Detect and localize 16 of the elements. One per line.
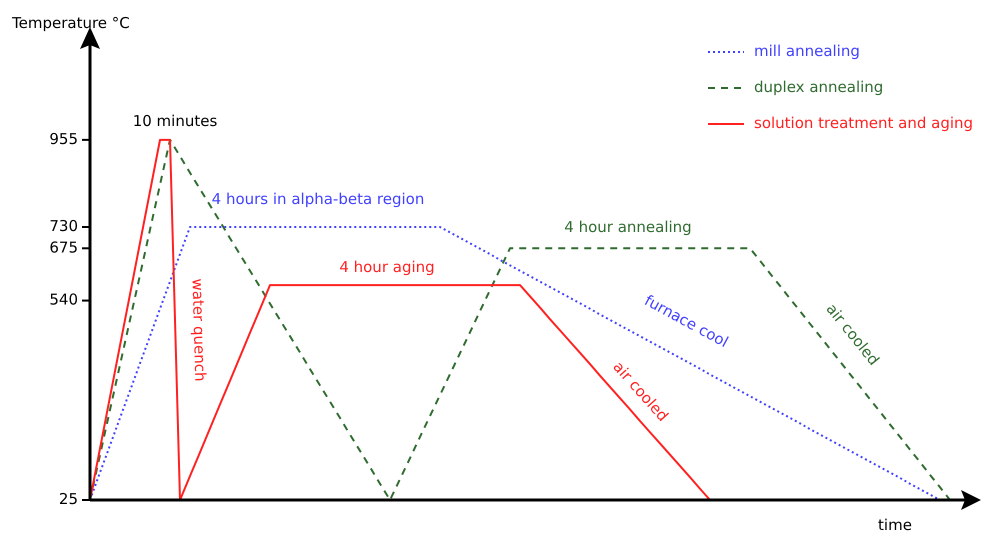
y-axis-title: Temperature °C <box>11 14 130 32</box>
legend-label: duplex annealing <box>754 78 884 96</box>
y-tick-label: 730 <box>49 217 78 236</box>
y-tick-label: 955 <box>49 130 78 148</box>
annotation: water quench <box>188 278 210 382</box>
annotation: 4 hours in alpha-beta region <box>212 190 424 208</box>
legend-label: solution treatment and aging <box>754 114 974 132</box>
y-tick-label: 540 <box>49 290 78 309</box>
annotation: 4 hour annealing <box>564 218 692 236</box>
legend-label: mill annealing <box>754 42 860 60</box>
annotation: 10 minutes <box>132 112 218 130</box>
line-series <box>89 138 951 501</box>
annotation: 4 hour aging <box>339 258 435 276</box>
x-axis-title: time <box>878 516 912 534</box>
y-tick-label: 25 <box>58 490 78 508</box>
y-tick-label: 675 <box>49 238 78 256</box>
